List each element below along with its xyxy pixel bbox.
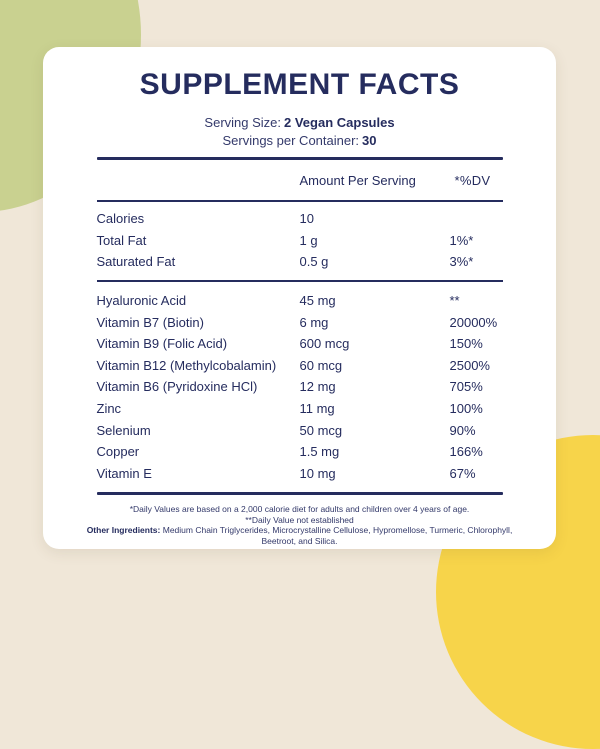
table-row: Vitamin B7 (Biotin) 6 mg 20000% (97, 311, 503, 333)
nutrient-name: Vitamin B7 (Biotin) (96, 314, 204, 330)
dv-not-established-footnote: **Daily Value not established (245, 514, 354, 525)
nutrient-amount: 1 g (299, 232, 318, 248)
nutrient-amount: 11 mg (299, 401, 335, 417)
servings-value: 30 (362, 132, 377, 148)
serving-info: Serving Size: 2 Vegan Capsules Servings p… (43, 114, 556, 149)
table-row: Vitamin B9 (Folic Acid) 600 mcg 150% (97, 333, 503, 355)
servings-per-container-line: Servings per Container: 30 (43, 132, 556, 150)
table-row: Calories 10 (97, 208, 503, 230)
nutrient-name: Selenium (96, 422, 151, 438)
header-amount-per-serving: Amount Per Serving (299, 172, 416, 188)
daily-values-footnote: *Daily Values are based on a 2,000 calor… (129, 504, 470, 515)
nutrient-amount: 6 mg (299, 314, 329, 330)
table-row: Vitamin B12 (Methylcobalamin) 60 mcg 250… (97, 355, 503, 377)
nutrient-name: Vitamin E (96, 465, 152, 481)
serving-size-line: Serving Size: 2 Vegan Capsules (43, 114, 556, 132)
page-title: SUPPLEMENT FACTS (139, 68, 460, 101)
nutrient-dv: 3%* (449, 254, 474, 270)
nutrient-name: Saturated Fat (96, 254, 176, 270)
divider-section (96, 279, 503, 282)
other-ingredients-text: Medium Chain Triglycerides, Microcrystal… (162, 525, 513, 546)
nutrient-dv: 705% (449, 379, 483, 395)
nutrient-dv: 2500% (449, 357, 490, 373)
nutrient-amount: 60 mcg (299, 357, 343, 373)
facts-table: Amount Per Serving *%DV Calories 10 Tota… (96, 157, 503, 496)
table-row: Copper 1.5 mg 166% (97, 441, 503, 463)
nutrient-dv: 100% (449, 401, 483, 417)
footnotes: *Daily Values are based on a 2,000 calor… (80, 504, 520, 546)
nutrient-name: Calories (96, 211, 145, 227)
header-percent-dv: *%DV (454, 172, 491, 188)
nutrient-name: Zinc (96, 401, 122, 417)
nutrient-amount: 12 mg (299, 379, 336, 395)
nutrient-dv: ** (449, 293, 460, 309)
nutrient-amount: 0.5 g (299, 254, 329, 270)
table-row: Vitamin E 10 mg 67% (97, 463, 503, 485)
nutrient-dv: 150% (449, 336, 483, 352)
nutrient-amount: 1.5 mg (299, 444, 340, 460)
nutrient-amount: 10 (299, 211, 314, 227)
nutrient-amount: 10 mg (299, 465, 336, 481)
nutrient-name: Hyaluronic Acid (96, 293, 187, 309)
nutrient-dv: 67% (449, 465, 476, 481)
nutrient-name: Vitamin B9 (Folic Acid) (96, 336, 228, 352)
nutrient-dv: 20000% (449, 314, 498, 330)
nutrient-dv: 166% (449, 444, 483, 460)
nutrient-amount: 600 mcg (299, 336, 350, 352)
nutrient-name: Vitamin B6 (Pyridoxine HCl) (96, 379, 258, 395)
supplement-facts-card: SUPPLEMENT FACTS Serving Size: 2 Vegan Ca… (43, 47, 556, 549)
serving-size-value: 2 Vegan Capsules (284, 115, 395, 130)
table-header-row: Amount Per Serving *%DV (97, 160, 503, 200)
nutrient-name: Vitamin B12 (Methylcobalamin) (96, 357, 277, 373)
servings-label: Servings per Container: (222, 132, 360, 148)
nutrient-name: Total Fat (96, 232, 147, 248)
table-row: Selenium 50 mcg 90% (97, 419, 503, 441)
table-row: Total Fat 1 g 1%* (97, 230, 503, 252)
macros-section: Calories 10 Total Fat 1 g 1%* Saturated … (97, 202, 503, 280)
nutrient-dv: 1%* (449, 232, 474, 248)
other-ingredients-label: Other Ingredients: (86, 525, 161, 536)
nutrient-name: Copper (96, 444, 140, 460)
table-row: Vitamin B6 (Pyridoxine HCl) 12 mg 705% (97, 376, 503, 398)
nutrient-dv: 90% (449, 422, 476, 438)
divider-bottom (96, 492, 503, 496)
other-ingredients-line: Other Ingredients: Medium Chain Triglyce… (80, 525, 520, 546)
table-row: Hyaluronic Acid 45 mg ** (97, 290, 503, 312)
nutrient-amount: 50 mcg (299, 422, 343, 438)
actives-section: Hyaluronic Acid 45 mg ** Vitamin B7 (Bio… (97, 282, 503, 492)
divider-top (96, 157, 503, 160)
divider-header (96, 200, 503, 202)
nutrient-amount: 45 mg (299, 293, 336, 309)
table-row: Zinc 11 mg 100% (97, 398, 503, 420)
table-row: Saturated Fat 0.5 g 3%* (97, 251, 503, 273)
serving-size-label: Serving Size: (204, 115, 282, 130)
